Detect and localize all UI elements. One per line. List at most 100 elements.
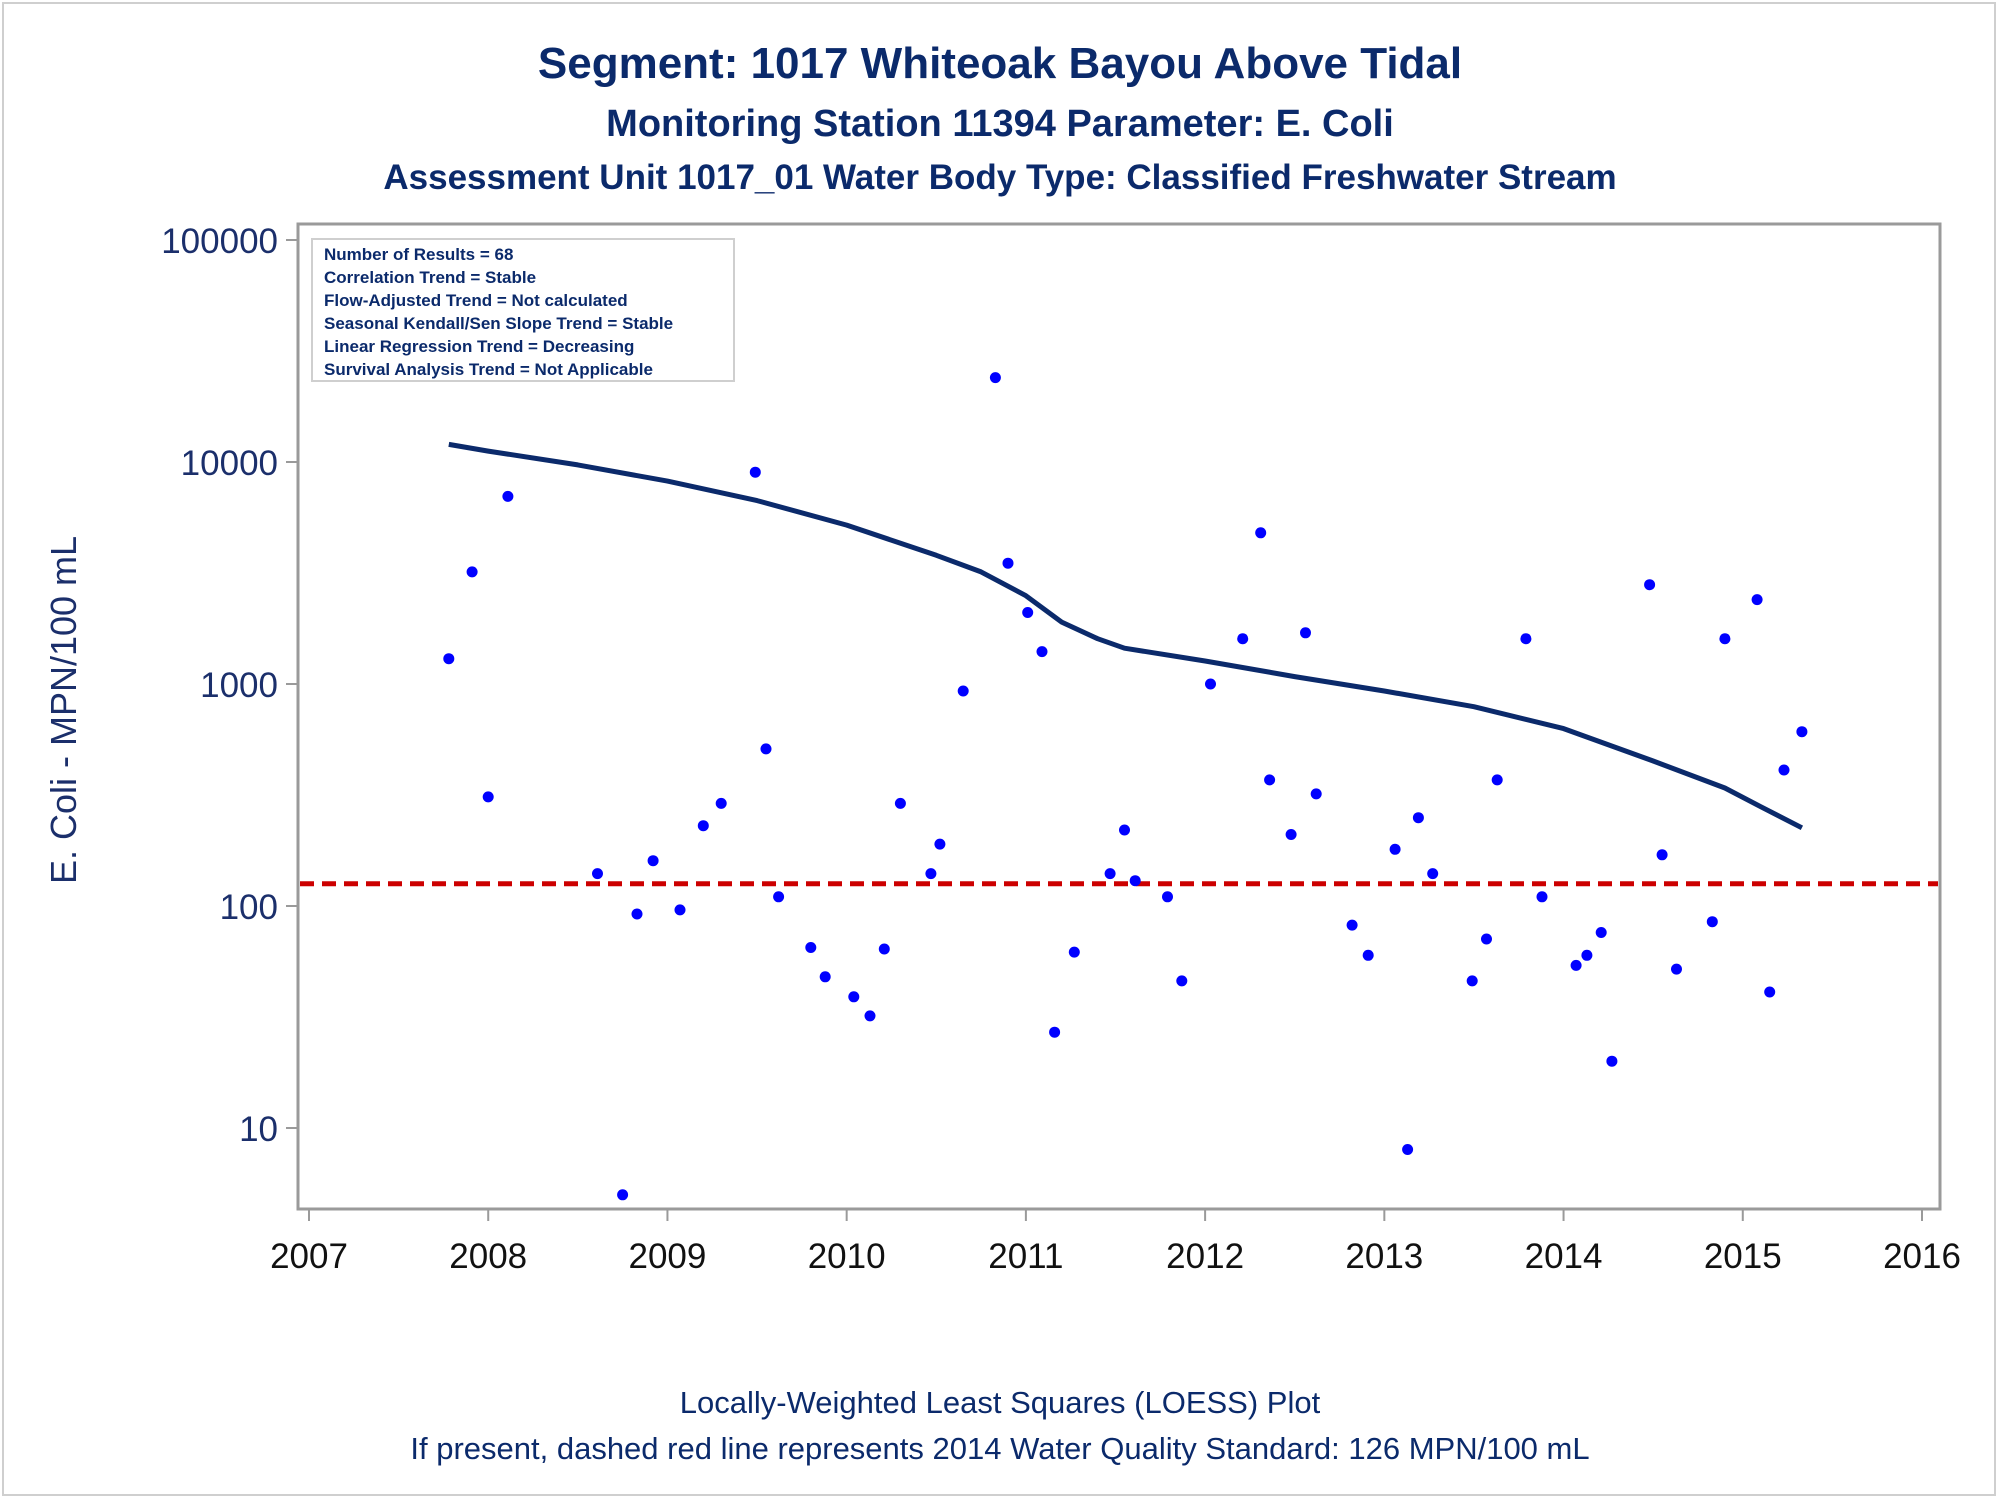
y-tick-label: 1000 [200,666,278,705]
data-point [1719,633,1731,645]
data-point [925,868,937,880]
x-tick-label: 2007 [270,1237,348,1276]
data-point [1706,916,1718,928]
data-point [957,685,969,697]
data-point [1466,975,1478,987]
y-axis-label: E. Coli - MPN/100 mL [43,536,84,884]
data-point [1536,891,1548,903]
data-point [1491,774,1503,786]
data-point [1176,975,1188,987]
x-tick-label: 2014 [1525,1237,1603,1276]
data-point [1402,1144,1414,1155]
data-point [1751,594,1763,606]
data-point [617,1189,629,1201]
plot-area [296,222,1942,1211]
data-point [1285,829,1297,840]
stat-results: Number of Results = 68 [324,245,513,264]
axes-layer: 2007 2008 2009 2010 2011 2012 2013 2014 2015 2016… [161,222,1961,1276]
stat-survival: Survival Analysis Trend = Not Applicable [324,360,653,379]
footnote-1: Locally-Weighted Least Squares (LOESS) P… [680,1385,1321,1420]
chart-title: Segment: 1017 Whiteoak Bayou Above Tidal [538,39,1462,88]
data-point [1389,843,1401,855]
data-point [466,566,478,578]
x-tick-label: 2012 [1166,1237,1244,1276]
data-point [805,942,817,953]
data-point [1796,726,1808,738]
data-point [674,904,686,916]
data-point [1068,946,1080,958]
data-point [848,991,860,1003]
data-point [878,943,890,955]
data-point [1129,875,1141,887]
data-point [1049,1026,1061,1038]
stat-regression: Linear Regression Trend = Decreasing [324,337,634,356]
data-point [697,820,709,832]
data-point [592,868,603,880]
loess-line [448,441,1804,831]
data-point [502,490,514,502]
chart-subtitle: Monitoring Station 11394 Parameter: E. C… [606,103,1394,145]
data-point [1656,849,1668,861]
data-point [1412,812,1424,824]
data-point [1205,678,1216,690]
data-point [1427,868,1439,880]
x-tick-label: 2015 [1704,1237,1782,1276]
data-point [1764,986,1776,998]
x-tick-label: 2009 [629,1237,707,1276]
data-point [1300,627,1311,639]
data-point [1520,633,1532,645]
chart-subtitle-2: Assessment Unit 1017_01 Water Body Type:… [383,158,1616,197]
data-point [482,791,494,803]
data-point [1606,1055,1618,1067]
data-point [1346,919,1358,931]
y-tick-label: 100 [220,888,278,927]
data-point [1481,933,1492,945]
data-point [819,971,831,983]
data-point [1237,633,1249,645]
footnote-2: If present, dashed red line represents 2… [410,1431,1589,1466]
data-point [443,653,455,665]
data-point [760,743,772,755]
data-point [631,908,643,920]
loess-layer [448,441,1804,831]
y-tick-label: 10 [239,1110,278,1149]
data-point [1644,579,1656,591]
x-tick-label: 2011 [988,1237,1063,1276]
data-point [1036,646,1048,658]
data-point [1581,949,1593,961]
stat-flow-adjusted: Flow-Adjusted Trend = Not calculated [324,291,628,310]
data-point [1778,764,1790,776]
x-tick-label: 2013 [1345,1237,1423,1276]
stat-correlation: Correlation Trend = Stable [324,268,536,287]
data-point [1104,868,1116,880]
data-point [1595,927,1607,938]
data-point [1310,788,1322,800]
data-point [1022,607,1034,618]
x-tick-label: 2010 [808,1237,886,1276]
stats-box-border [311,238,735,382]
data-point [715,797,727,809]
data-point [864,1010,876,1022]
x-tick-label: 2008 [449,1237,527,1276]
data-point [1362,949,1374,961]
data-point [749,466,761,478]
data-point [989,372,1001,384]
points-layer [443,262,1808,1201]
data-point [1671,963,1682,975]
data-point [1264,774,1276,786]
y-tick-label: 100000 [161,222,278,261]
stat-seasonal: Seasonal Kendall/Sen Slope Trend = Stabl… [324,314,673,333]
x-tick-label: 2016 [1883,1237,1961,1276]
data-point [934,838,946,850]
data-point [1119,824,1130,836]
data-point [1255,527,1267,539]
data-point [1002,557,1014,569]
stats-box: Number of Results = 68 Correlation Trend… [311,238,735,382]
data-point [1162,891,1173,903]
data-point [1570,959,1582,971]
y-tick-label: 10000 [181,444,278,483]
data-point [773,891,785,903]
data-point [647,855,659,867]
